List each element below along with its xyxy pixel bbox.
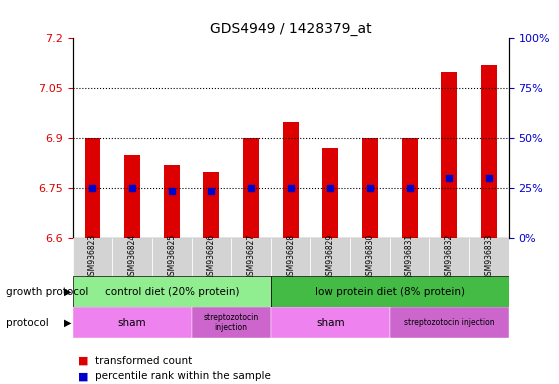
Text: ■: ■ [78, 371, 89, 381]
Text: transformed count: transformed count [95, 356, 192, 366]
Bar [362, 138, 378, 238]
FancyBboxPatch shape [390, 307, 509, 338]
FancyBboxPatch shape [310, 238, 350, 276]
Bar [402, 138, 418, 238]
Text: streptozotocin injection: streptozotocin injection [404, 318, 495, 327]
FancyBboxPatch shape [112, 238, 152, 276]
Bar [84, 138, 101, 238]
Text: GSM936830: GSM936830 [366, 234, 375, 280]
FancyBboxPatch shape [469, 238, 509, 276]
Point [167, 189, 176, 195]
Text: GSM936824: GSM936824 [127, 234, 136, 280]
Bar [283, 122, 299, 238]
Point [326, 185, 335, 191]
Text: GSM936823: GSM936823 [88, 234, 97, 280]
FancyBboxPatch shape [429, 238, 469, 276]
Point [247, 185, 255, 191]
FancyBboxPatch shape [231, 238, 271, 276]
Text: GSM936827: GSM936827 [247, 234, 255, 280]
Text: protocol: protocol [6, 318, 48, 328]
Point [127, 185, 136, 191]
Bar [243, 138, 259, 238]
Point [88, 185, 97, 191]
FancyBboxPatch shape [152, 238, 192, 276]
Text: GSM936833: GSM936833 [484, 234, 494, 280]
Point [286, 185, 295, 191]
Text: ▶: ▶ [64, 318, 72, 328]
Text: sham: sham [316, 318, 345, 328]
Bar [441, 72, 457, 238]
Text: GSM936828: GSM936828 [286, 234, 295, 280]
Text: GSM936832: GSM936832 [445, 234, 454, 280]
Text: percentile rank within the sample: percentile rank within the sample [95, 371, 271, 381]
Point [207, 189, 216, 195]
Text: GSM936826: GSM936826 [207, 234, 216, 280]
FancyBboxPatch shape [73, 276, 271, 307]
Text: ■: ■ [78, 356, 89, 366]
Point [485, 175, 494, 181]
FancyBboxPatch shape [350, 238, 390, 276]
FancyBboxPatch shape [192, 238, 231, 276]
Point [445, 175, 454, 181]
FancyBboxPatch shape [271, 307, 390, 338]
FancyBboxPatch shape [271, 276, 509, 307]
Text: low protein diet (8% protein): low protein diet (8% protein) [315, 287, 465, 297]
FancyBboxPatch shape [390, 238, 429, 276]
FancyBboxPatch shape [73, 238, 112, 276]
FancyBboxPatch shape [271, 238, 310, 276]
Title: GDS4949 / 1428379_at: GDS4949 / 1428379_at [210, 22, 372, 36]
Bar [164, 165, 179, 238]
Bar [203, 172, 219, 238]
Text: GSM936825: GSM936825 [167, 234, 176, 280]
Text: control diet (20% protein): control diet (20% protein) [105, 287, 239, 297]
Point [405, 185, 414, 191]
Bar [323, 148, 338, 238]
Bar [124, 155, 140, 238]
FancyBboxPatch shape [73, 307, 192, 338]
Text: GSM936831: GSM936831 [405, 234, 414, 280]
Bar [481, 65, 497, 238]
Text: ▶: ▶ [64, 287, 72, 297]
FancyBboxPatch shape [192, 307, 271, 338]
Text: growth protocol: growth protocol [6, 287, 88, 297]
Point [366, 185, 375, 191]
Text: sham: sham [118, 318, 146, 328]
Text: GSM936829: GSM936829 [326, 234, 335, 280]
Text: streptozotocin
injection: streptozotocin injection [203, 313, 259, 332]
